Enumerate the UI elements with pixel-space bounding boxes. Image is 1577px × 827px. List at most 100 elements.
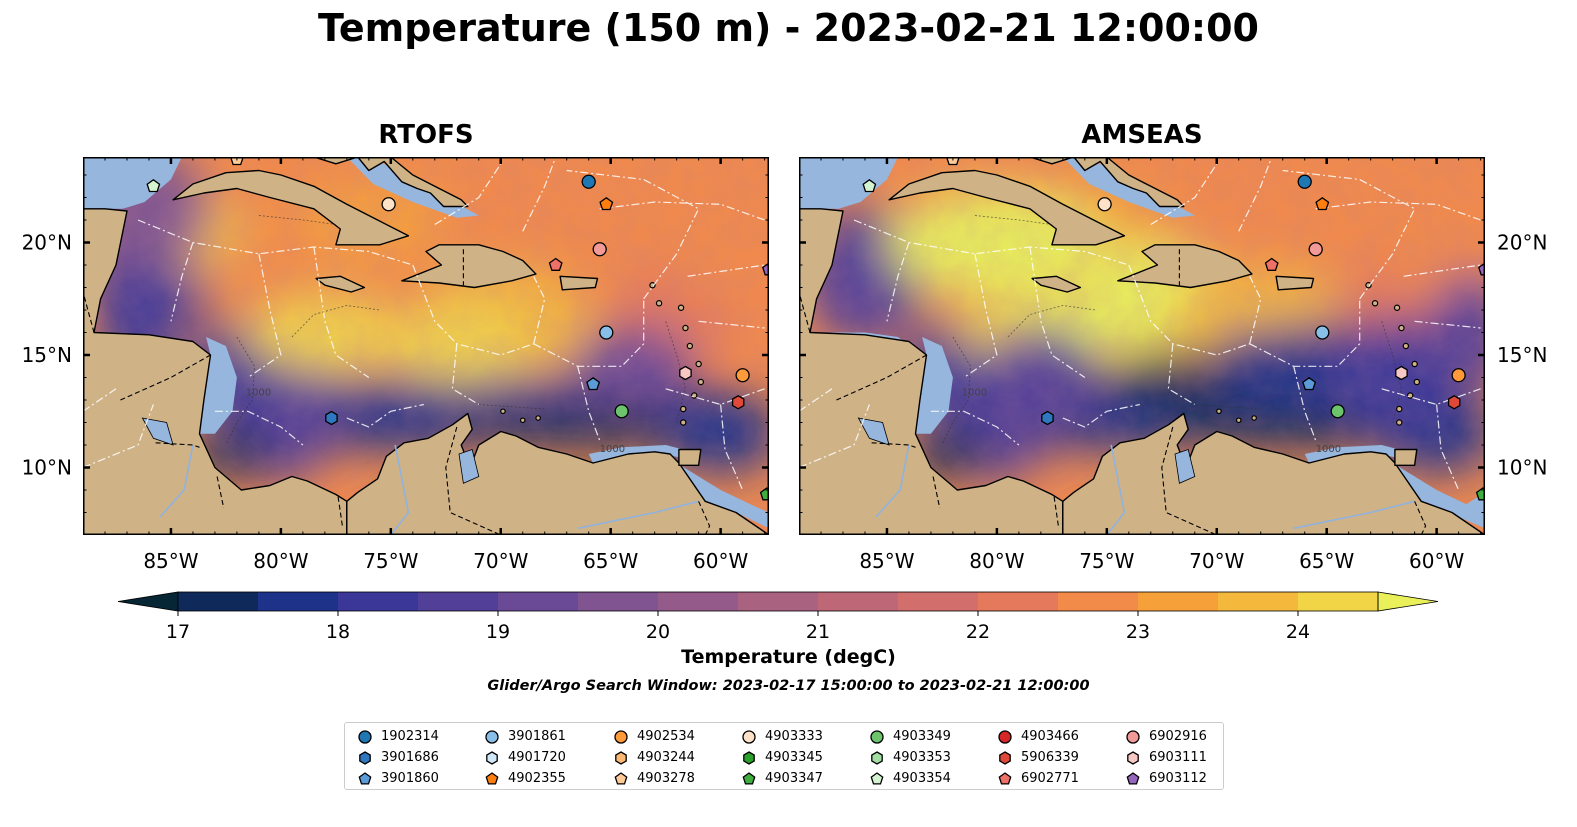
legend-column: 4903466 5906339 6902771 [997, 726, 1079, 789]
circle-marker-icon [358, 729, 372, 744]
observation-marker-3901860[interactable] [586, 377, 601, 391]
pentagon-marker-icon [742, 771, 756, 785]
observation-marker-6902916[interactable] [592, 242, 607, 257]
lon-tick-label: 65°W [1299, 549, 1354, 573]
observation-marker-6903112[interactable] [1478, 262, 1485, 276]
colorbar-segment [1058, 592, 1139, 611]
observation-marker-5906339[interactable] [731, 395, 745, 410]
observation-marker-4903349[interactable] [1330, 404, 1345, 419]
legend-label: 4903354 [893, 771, 951, 786]
observation-marker-4903278[interactable] [945, 157, 960, 166]
colorbar-tick-label: 21 [806, 621, 830, 643]
legend-label: 5906339 [1021, 750, 1079, 765]
observation-marker-4903347[interactable] [759, 487, 769, 501]
colorbar-segment [178, 592, 259, 611]
observation-marker-4903333[interactable] [1097, 197, 1112, 212]
observation-marker-3901860[interactable] [1302, 377, 1317, 391]
observation-marker-6903112[interactable] [762, 262, 769, 276]
lon-tick-label: 85°W [143, 549, 198, 573]
observation-marker-4903333[interactable] [381, 197, 396, 212]
observation-marker-6903111[interactable] [1395, 365, 1408, 381]
pentagon-marker-icon [358, 771, 372, 785]
legend-label: 3901860 [381, 771, 439, 786]
colorbar-segment [898, 592, 979, 611]
observation-marker-4902534[interactable] [1451, 368, 1466, 383]
observation-marker-4902534[interactable] [735, 368, 750, 383]
legend-label: 4903349 [893, 729, 951, 744]
colorbar-segment [1298, 592, 1379, 611]
legend-column: 4903333 4903345 4903347 [741, 726, 823, 789]
legend-item: 5906339 [997, 747, 1079, 768]
colorbar-tick-label: 23 [1126, 621, 1150, 643]
hexagon-marker-icon [743, 750, 755, 765]
observation-marker-5906339[interactable] [1447, 395, 1461, 410]
observation-marker-4902355[interactable] [1315, 197, 1330, 211]
circle-marker-icon [1126, 729, 1140, 744]
legend-item: 4901720 [484, 747, 566, 768]
figure-title: Temperature (150 m) - 2023-02-21 12:00:0… [317, 6, 1259, 50]
circle-marker-icon [485, 729, 499, 744]
legend-item: 4903354 [869, 768, 951, 789]
observation-marker-4903278[interactable] [229, 157, 244, 166]
lat-tick-label: 20°N [1497, 231, 1547, 255]
observation-marker-1902314[interactable] [1297, 174, 1312, 189]
lat-tick-label: 20°N [22, 231, 72, 255]
observation-marker-3901861[interactable] [1315, 325, 1330, 340]
observation-marker-6902916[interactable] [1308, 242, 1323, 257]
legend-column: 4902534 4903244 4903278 [613, 726, 695, 789]
legend-label: 6903112 [1149, 771, 1207, 786]
legend-label: 4903345 [765, 750, 823, 765]
colorbar-tick-label: 20 [646, 621, 670, 643]
pentagon-marker-icon [870, 771, 884, 785]
legend-label: 4903347 [765, 771, 823, 786]
legend-label: 6902916 [1149, 729, 1207, 744]
colorbar-segment [738, 592, 819, 611]
colorbar-segment [1218, 592, 1299, 611]
legend-label: 4903244 [637, 750, 695, 765]
legend-item: 6903111 [1125, 747, 1207, 768]
lon-tick-label: 65°W [583, 549, 638, 573]
contour-label: 1000 [962, 388, 987, 399]
lat-tick-label: 15°N [1497, 343, 1547, 367]
legend: 1902314 3901686 3901860 3901861 4901720 49023… [344, 722, 1224, 790]
colorbar-segment [1138, 592, 1219, 611]
colorbar-tick-label: 17 [166, 621, 190, 643]
colorbar-segment [338, 592, 419, 611]
observation-marker-6902771[interactable] [548, 257, 563, 271]
map-panel-amseas: 1000 1000 [799, 157, 1485, 535]
observation-marker-4903349[interactable] [614, 404, 629, 419]
colorbar-tick-label: 22 [966, 621, 990, 643]
panel-title-rtofs: RTOFS [378, 120, 474, 150]
observation-marker-3901861[interactable] [599, 325, 614, 340]
circle-marker-icon [614, 729, 628, 744]
legend-label: 3901686 [381, 750, 439, 765]
legend-item: 3901861 [484, 726, 566, 747]
observation-marker-1902314[interactable] [581, 174, 596, 189]
legend-label: 6903111 [1149, 750, 1207, 765]
legend-item: 3901686 [357, 747, 439, 768]
circle-marker-icon [870, 729, 884, 744]
observation-marker-6902771[interactable] [1264, 257, 1279, 271]
legend-item: 4903278 [613, 768, 695, 789]
observation-marker-4903354[interactable] [862, 179, 877, 193]
legend-item: 6903112 [1125, 768, 1207, 789]
legend-label: 4903353 [893, 750, 951, 765]
legend-item: 4903345 [741, 747, 823, 768]
observation-marker-4902355[interactable] [599, 197, 614, 211]
observation-marker-3901686[interactable] [325, 410, 338, 426]
observation-marker-6903111[interactable] [679, 365, 692, 381]
observation-marker-3901686[interactable] [1041, 410, 1054, 426]
observation-marker-4903347[interactable] [1475, 487, 1485, 501]
lat-tick-label: 10°N [1497, 456, 1547, 480]
observation-marker-4903354[interactable] [146, 179, 161, 193]
legend-item: 1902314 [357, 726, 439, 747]
legend-label: 4901720 [508, 750, 566, 765]
legend-item: 4903244 [613, 747, 695, 768]
hexagon-marker-icon [486, 750, 498, 765]
lon-tick-label: 70°W [473, 549, 528, 573]
colorbar: 17 18 19 20 21 22 23 24 [117, 591, 1439, 643]
legend-label: 1902314 [381, 729, 439, 744]
contour-label: 1000 [600, 444, 625, 455]
lat-tick-label: 15°N [22, 343, 72, 367]
lon-tick-label: 80°W [253, 549, 308, 573]
